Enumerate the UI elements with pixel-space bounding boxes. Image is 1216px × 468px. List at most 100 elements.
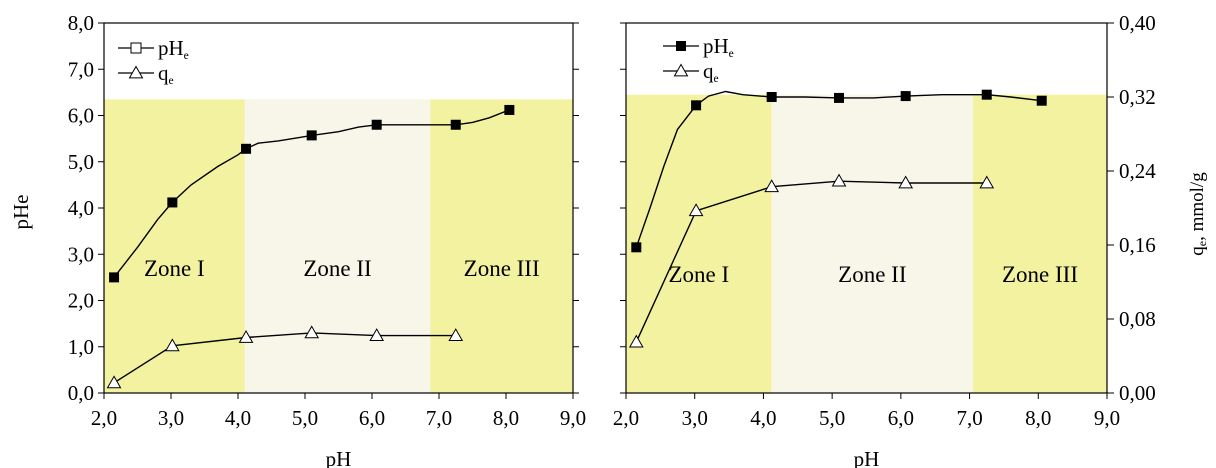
legend-label-main: q bbox=[703, 59, 714, 83]
y-tick-label: 5,0 bbox=[68, 150, 94, 174]
x-tick-label: 5,0 bbox=[292, 406, 318, 430]
y-tick-label: 0,16 bbox=[1119, 233, 1156, 257]
legend-label-sub: e bbox=[714, 73, 719, 85]
x-tick-label: 7,0 bbox=[426, 406, 452, 430]
chart-right-panel: Zone I Zone II Zone III 2,0 3,0 4,0 5,0 6,0 7,0 8… bbox=[613, 11, 1209, 468]
data-point bbox=[167, 197, 178, 208]
legend-label: qe bbox=[703, 59, 719, 85]
data-point bbox=[631, 242, 642, 253]
x-axis-title: pH bbox=[854, 447, 880, 468]
series-qe bbox=[106, 325, 464, 389]
x-tick-label: 7,0 bbox=[956, 406, 982, 430]
data-point bbox=[688, 203, 704, 217]
data-point bbox=[691, 100, 702, 111]
x-tick-label: 2,0 bbox=[613, 406, 639, 430]
data-point bbox=[981, 89, 992, 100]
legend-label: pHe bbox=[703, 34, 734, 60]
data-point bbox=[371, 119, 382, 130]
series-phe bbox=[631, 89, 1047, 253]
legend-label-main: q bbox=[158, 61, 169, 85]
x-tick-label: 8,0 bbox=[493, 406, 519, 430]
legend-label-sub: e bbox=[184, 50, 189, 62]
x-tick-label: 3,0 bbox=[158, 406, 184, 430]
y-tick-label: 0,24 bbox=[1119, 159, 1156, 183]
y-tick-label: 0,40 bbox=[1119, 11, 1156, 35]
legend-label-sub: e bbox=[169, 75, 174, 87]
data-point bbox=[628, 334, 644, 348]
zone-label-3: Zone III bbox=[464, 256, 540, 281]
zone-label-2: Zone II bbox=[303, 256, 371, 281]
data-point bbox=[898, 175, 914, 189]
x-tick-label: 4,0 bbox=[750, 406, 776, 430]
y-axis-title: pHe bbox=[9, 195, 33, 230]
zone-band-2 bbox=[771, 94, 974, 393]
series-line bbox=[635, 180, 987, 343]
data-point bbox=[369, 328, 385, 342]
x-tick-label: 6,0 bbox=[888, 406, 914, 430]
y-tick-label: 3,0 bbox=[68, 242, 94, 266]
data-point bbox=[241, 143, 252, 154]
data-point bbox=[831, 173, 847, 187]
legend-marker bbox=[673, 63, 689, 77]
zone-label-1: Zone I bbox=[144, 256, 205, 281]
legend-marker bbox=[130, 42, 142, 54]
x-tick-label: 9,0 bbox=[560, 406, 586, 430]
y-tick-label: 4,0 bbox=[68, 196, 94, 220]
y-tick-label: 7,0 bbox=[68, 57, 94, 81]
x-tick-label: 2,0 bbox=[91, 406, 117, 430]
y-tick-label: 0,0 bbox=[68, 381, 94, 405]
x-tick-label: 9,0 bbox=[1094, 406, 1120, 430]
data-point bbox=[1036, 95, 1047, 106]
y-tick-label: 0,08 bbox=[1119, 307, 1156, 331]
y-tick-label: 6,0 bbox=[68, 104, 94, 128]
y-tick-label: 1,0 bbox=[68, 335, 94, 359]
series-line bbox=[113, 109, 510, 278]
data-point bbox=[979, 175, 995, 189]
data-point bbox=[238, 329, 254, 343]
data-point bbox=[450, 119, 461, 130]
y-tick-label: 0,00 bbox=[1119, 381, 1156, 405]
series-line bbox=[113, 332, 456, 384]
data-point bbox=[109, 272, 120, 283]
legend-label-main: pH bbox=[703, 34, 729, 58]
y-tick-label: 2,0 bbox=[68, 289, 94, 313]
data-point bbox=[304, 325, 320, 339]
legend-label-sub: e bbox=[729, 48, 734, 60]
series-qe bbox=[628, 173, 995, 348]
data-point bbox=[106, 375, 122, 389]
x-tick-label: 5,0 bbox=[819, 406, 845, 430]
y-tick-label: 8,0 bbox=[68, 11, 94, 35]
series-phe bbox=[109, 104, 515, 283]
zone-label-2: Zone II bbox=[838, 262, 906, 287]
data-point bbox=[164, 338, 180, 352]
x-axis-title: pH bbox=[326, 447, 352, 468]
zone-band-1 bbox=[626, 94, 772, 393]
legend-marker bbox=[128, 65, 144, 79]
x-tick-label: 4,0 bbox=[225, 406, 251, 430]
data-point bbox=[448, 328, 464, 342]
data-point bbox=[306, 130, 317, 141]
zone-label-3: Zone III bbox=[1002, 262, 1078, 287]
legend-label: qe bbox=[158, 61, 174, 87]
zone-band-2 bbox=[244, 99, 431, 393]
y-tick-label: 0,32 bbox=[1119, 85, 1156, 109]
legend-label-main: pH bbox=[158, 36, 184, 60]
zone-label-1: Zone I bbox=[669, 262, 730, 287]
y-axis-title-sub: e bbox=[1195, 241, 1209, 246]
data-point bbox=[504, 104, 515, 115]
x-tick-label: 8,0 bbox=[1025, 406, 1051, 430]
legend-label: pHe bbox=[158, 36, 189, 62]
data-point bbox=[764, 179, 780, 193]
y-axis-title-main: q bbox=[1187, 246, 1208, 256]
x-tick-label: 6,0 bbox=[359, 406, 385, 430]
legend-marker bbox=[676, 41, 686, 51]
chart-left-panel: Zone I Zone II Zone III 2,0 3,0 4,0 5,0 6,0 7,0 8… bbox=[9, 11, 586, 468]
y-axis-title-rest: , mmol/g bbox=[1187, 172, 1208, 241]
data-point bbox=[900, 91, 911, 102]
zone-band-3 bbox=[973, 94, 1107, 393]
zone-band-3 bbox=[430, 99, 573, 393]
x-tick-label: 3,0 bbox=[682, 406, 708, 430]
